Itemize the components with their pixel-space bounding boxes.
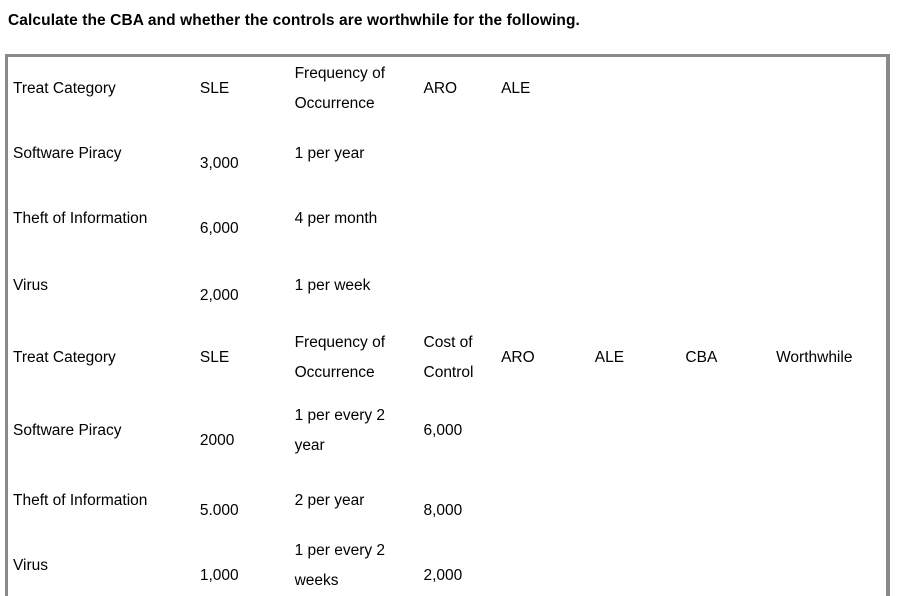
cell-ale: [590, 466, 681, 536]
table-row: Virus 2,000 1 per week: [7, 252, 889, 321]
cell-ale: [496, 252, 590, 321]
cell-sle: 1,000: [199, 566, 239, 584]
cell-aro: [419, 187, 497, 252]
cell-category: Software Piracy: [13, 421, 122, 439]
cell-frequency: 1 per week: [294, 277, 371, 294]
cell-category: Virus: [13, 556, 49, 574]
empty-cell: [680, 56, 771, 122]
cell-frequency: 2 per year: [294, 491, 365, 509]
cell-worthwhile: [771, 536, 888, 596]
question-title: Calculate the CBA and whether the contro…: [8, 12, 580, 29]
empty-cell: [590, 187, 681, 252]
cell-cost-of-control: 6,000: [423, 421, 463, 439]
header-frequency: Frequency of Occurrence: [294, 65, 386, 113]
table-row: Software Piracy 2000 1 per every 2 year …: [7, 396, 889, 466]
header-cost-of-control: Cost of Control: [423, 334, 474, 381]
table-row: Theft of Information 6,000 4 per month: [7, 187, 889, 252]
cell-frequency: 1 per year: [294, 145, 365, 162]
section2-header-row: Treat Category SLE Frequency of Occurren…: [7, 321, 889, 396]
header-sle: SLE: [199, 349, 230, 366]
cell-aro: [419, 252, 497, 321]
cell-aro: [496, 536, 590, 596]
table-row: Software Piracy 3,000 1 per year: [7, 122, 889, 187]
header-sle: SLE: [199, 80, 230, 98]
cell-sle: 5.000: [199, 501, 239, 519]
header-ale: ALE: [501, 80, 531, 98]
cell-sle: 2,000: [199, 287, 239, 304]
cell-category: Virus: [13, 277, 49, 294]
header-frequency: Frequency of Occurrence: [294, 334, 386, 381]
header-aro: ARO: [423, 80, 458, 98]
cell-cost-of-control: 8,000: [423, 501, 463, 519]
section1-header-row: Treat Category SLE Frequency of Occurren…: [7, 56, 889, 122]
empty-cell: [771, 122, 888, 187]
cell-aro: [419, 122, 497, 187]
header-ale: ALE: [594, 349, 625, 366]
cell-cba: [680, 536, 771, 596]
cell-worthwhile: [771, 466, 888, 536]
empty-cell: [771, 56, 888, 122]
cell-category: Theft of Information: [13, 491, 148, 509]
cell-ale: [496, 187, 590, 252]
cell-sle: 2000: [199, 431, 235, 449]
empty-cell: [680, 122, 771, 187]
cell-ale: [496, 122, 590, 187]
empty-cell: [771, 187, 888, 252]
cell-aro: [496, 466, 590, 536]
cell-frequency: 4 per month: [294, 210, 378, 227]
table-row: Theft of Information 5.000 2 per year 8,…: [7, 466, 889, 536]
cell-category: Software Piracy: [13, 145, 122, 162]
header-worthwhile: Worthwhile: [776, 349, 853, 366]
cell-ale: [590, 396, 681, 466]
header-treat-category: Treat Category: [13, 349, 116, 366]
empty-cell: [680, 187, 771, 252]
cell-ale: [590, 536, 681, 596]
header-treat-category: Treat Category: [13, 80, 116, 98]
empty-cell: [771, 252, 888, 321]
cell-frequency: 1 per every 2 year: [294, 406, 386, 454]
cell-cba: [680, 466, 771, 536]
empty-cell: [590, 56, 681, 122]
cell-cba: [680, 396, 771, 466]
cell-sle: 3,000: [199, 155, 239, 172]
cell-cost-of-control: 2,000: [423, 566, 463, 584]
cell-aro: [496, 396, 590, 466]
cell-category: Theft of Information: [13, 210, 148, 227]
empty-cell: [590, 252, 681, 321]
table-row: Virus 1,000 1 per every 2 weeks 2,000: [7, 536, 889, 596]
empty-cell: [590, 122, 681, 187]
header-aro: ARO: [501, 349, 535, 366]
cba-table: Treat Category SLE Frequency of Occurren…: [5, 54, 890, 596]
empty-cell: [680, 252, 771, 321]
cell-worthwhile: [771, 396, 888, 466]
header-cba: CBA: [685, 349, 718, 366]
cell-sle: 6,000: [199, 220, 239, 237]
cell-frequency: 1 per every 2 weeks: [294, 541, 386, 589]
